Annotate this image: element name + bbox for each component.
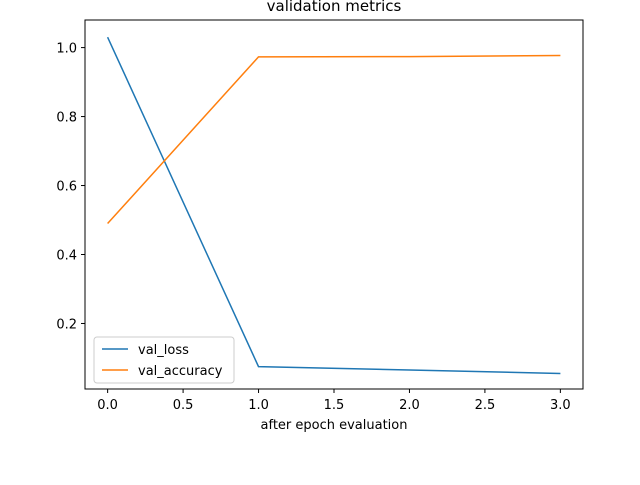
x-tick-label: 1.5	[324, 398, 345, 413]
legend-label: val_loss	[138, 343, 189, 358]
x-axis-label: after epoch evaluation	[261, 418, 408, 433]
legend-label: val_accuracy	[138, 364, 223, 379]
x-tick-label: 3.0	[550, 398, 571, 413]
series-line-val-accuracy	[107, 54, 561, 225]
y-tick-label: 0.8	[56, 111, 77, 126]
y-tick-label: 1.0	[56, 42, 77, 57]
y-tick-label: 0.6	[56, 180, 77, 195]
chart-title: validation metrics	[267, 0, 402, 15]
y-tick-label: 0.4	[56, 249, 77, 264]
series-group	[106, 36, 561, 375]
x-tick-label: 0.5	[173, 398, 194, 413]
x-tick-label: 0.0	[97, 398, 118, 413]
plot-frame	[84, 19, 584, 390]
x-tick-label: 2.0	[399, 398, 420, 413]
series-line-val-loss	[106, 36, 561, 375]
y-axis: 0.2 0.4 0.6 0.8 1.0	[56, 42, 85, 332]
legend-box	[93, 336, 235, 384]
x-tick-label: 1.0	[248, 398, 269, 413]
x-axis: 0.0 0.5 1.0 1.5 2.0 2.5 3.0	[97, 389, 571, 413]
x-tick-label: 2.5	[475, 398, 496, 413]
y-tick-label: 0.2	[56, 317, 77, 332]
legend: val_loss val_accuracy	[93, 336, 235, 384]
